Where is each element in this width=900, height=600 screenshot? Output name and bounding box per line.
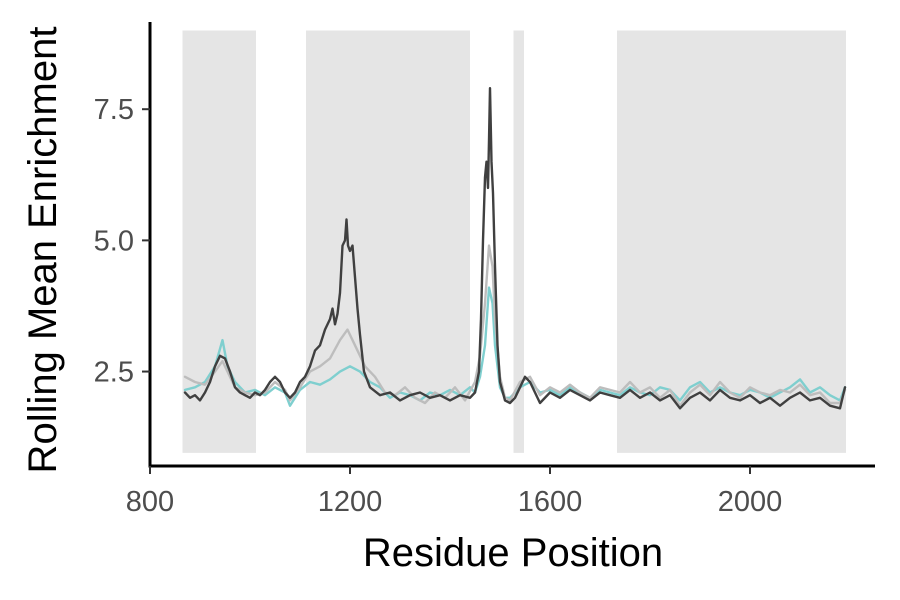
shaded-region-1 <box>182 30 256 453</box>
x-axis-title: Residue Position <box>363 531 663 575</box>
y-tick-label: 5.0 <box>94 225 134 257</box>
y-tick-label: 7.5 <box>94 94 134 126</box>
shaded-regions <box>182 30 846 453</box>
series-lines <box>183 87 847 410</box>
y-tick-label: 2.5 <box>94 357 134 389</box>
y-axis-title: Rolling Mean Enrichment <box>21 27 65 474</box>
series-line-3 <box>183 87 847 410</box>
shaded-region-4 <box>617 30 846 453</box>
x-tick-label: 800 <box>126 486 174 518</box>
shaded-region-3 <box>513 30 524 453</box>
ticks: 800 1200 1600 2000 2.5 5.0 7.5 <box>94 94 783 518</box>
x-tick-label: 2000 <box>718 486 783 518</box>
x-tick-label: 1600 <box>518 486 583 518</box>
x-tick-label: 1200 <box>318 486 383 518</box>
shaded-region-2 <box>306 30 470 453</box>
axes <box>148 22 875 468</box>
